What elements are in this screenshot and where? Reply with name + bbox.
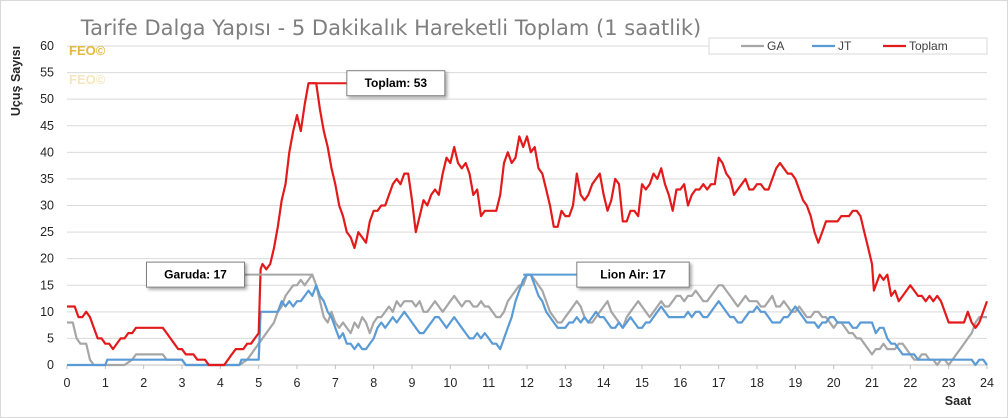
y-tick-label: 55: [40, 66, 54, 80]
y-axis-ticks: 0 5 10 15 20 25 30 35 40 45 50 55 60: [40, 39, 54, 372]
legend-label: GA: [767, 39, 784, 53]
y-tick-label: 60: [40, 39, 54, 53]
series-line-ga: [67, 273, 987, 367]
y-tick-label: 30: [40, 199, 54, 213]
chart-title: Tarife Dalga Yapısı - 5 Dakikalık Hareke…: [80, 16, 701, 40]
y-tick-label: 5: [47, 331, 54, 345]
x-tick-label: 17: [712, 376, 726, 390]
x-tick-label: 10: [443, 376, 457, 390]
x-tick-label: 9: [409, 376, 416, 390]
callout-box: [346, 70, 446, 97]
x-tick-label: 18: [750, 376, 764, 390]
legend-label: Toplam: [909, 39, 948, 53]
x-tick-label: 6: [294, 376, 301, 390]
x-axis-title: Saat: [945, 394, 972, 408]
legend-label: JT: [838, 39, 852, 53]
callout-box: [576, 261, 690, 288]
x-tick-label: 4: [217, 376, 224, 390]
x-tick-label: 2: [140, 376, 147, 390]
legend: GA JT Toplam: [708, 37, 988, 55]
x-tick-label: 19: [788, 376, 802, 390]
y-tick-label: 35: [40, 172, 54, 186]
y-tick-label: 10: [40, 305, 54, 319]
x-tick-label: 12: [520, 376, 534, 390]
callout-label: Toplam: 53: [365, 76, 428, 90]
x-tick-label: 14: [597, 376, 611, 390]
watermark-text: FEO©: [69, 72, 106, 87]
y-tick-label: 40: [40, 145, 54, 159]
y-tick-label: 15: [40, 278, 54, 292]
x-tick-label: 23: [942, 376, 956, 390]
x-tick-label: 15: [635, 376, 649, 390]
x-tick-label: 22: [903, 376, 917, 390]
y-tick-label: 25: [40, 225, 54, 239]
y-tick-label: 20: [40, 252, 54, 266]
callout-box: [146, 261, 245, 288]
x-tick-label: 0: [64, 376, 71, 390]
y-tick-label: 45: [40, 119, 54, 133]
callout-label: Lion Air: 17: [600, 268, 666, 282]
watermark-text: FEO©: [69, 43, 106, 58]
y-tick-label: 50: [40, 92, 54, 106]
y-tick-label: 0: [47, 358, 54, 372]
x-tick-label: 20: [827, 376, 841, 390]
series-lines: [67, 82, 989, 367]
x-tick-label: 8: [370, 376, 377, 390]
x-tick-label: 1: [102, 376, 109, 390]
x-tick-label: 11: [482, 376, 495, 390]
x-tick-label: 16: [673, 376, 687, 390]
y-axis-title: Uçuş Sayısı: [9, 46, 23, 116]
x-tick-label: 21: [865, 376, 879, 390]
legend-box: [708, 37, 988, 55]
gridlines: [67, 45, 987, 366]
x-tick-label: 7: [332, 376, 339, 390]
x-axis-ticks: 0 1 2 3 4 5 6 7 8 9 10 11 12 13 14 15 16 17 18 19 20 21 22 23 24: [64, 365, 994, 390]
x-tick-label: 5: [255, 376, 262, 390]
x-tick-label: 13: [558, 376, 572, 390]
callouts: Toplam: 53 Garuda: 17 Lion Air: 17: [146, 70, 690, 288]
x-tick-label: 3: [179, 376, 186, 390]
series-line-jt: [67, 273, 988, 367]
x-tick-label: 24: [980, 376, 994, 390]
watermark: FEO© FEO©: [69, 43, 106, 87]
callout-label: Garuda: 17: [164, 268, 227, 282]
series-line-toplam: [67, 82, 989, 367]
